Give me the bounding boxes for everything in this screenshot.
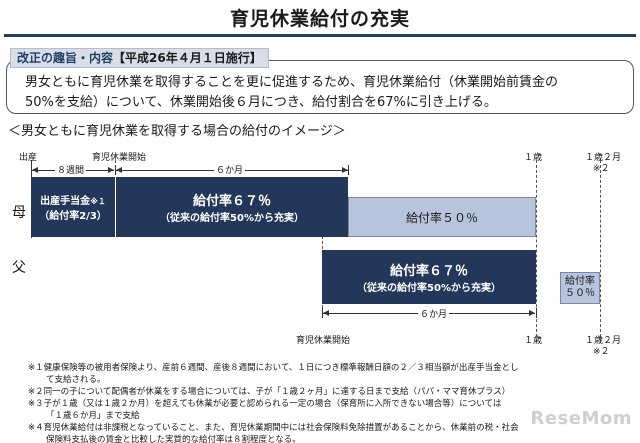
eight-weeks-left-arrow: [32, 167, 38, 173]
eight-weeks-right-arrow: [108, 167, 114, 173]
six-months-label: ６か月: [214, 163, 246, 176]
father-rate67-note: （従来の給付率50%から充実）: [357, 283, 501, 294]
note2-marker-bottom: ※２: [593, 347, 610, 357]
mother-rate50-bar: 給付率５０％: [348, 197, 536, 237]
footnote-4: ※４育児休業給付は非課税となっていること、また、育児休業期間中には社会保険料免除…: [28, 423, 519, 433]
father-six-months-label: ６か月: [418, 307, 450, 320]
father-rate50-label-b: ５０％: [565, 288, 595, 299]
footnote-1: ※１健康保険等の被用者保険より、産前６週間、産後８週間において、１日につき標準報…: [28, 363, 519, 373]
purpose-box: 男女ともに育児休業を取得することを更に促進するため、育児休業給付（休業開始前賃金…: [6, 60, 634, 114]
father-leave-start-label: 育児休業開始: [296, 336, 351, 346]
footnote-3-cont: 「１歳６か月」まで支給: [46, 411, 140, 421]
title-underline: [4, 34, 636, 37]
resemom-watermark: ReseMom: [530, 408, 632, 429]
purpose-label: 改正の趣旨・内容【平成26年４月１日施行】: [10, 48, 269, 68]
mother-rate67-label: 給付率６７％: [192, 194, 271, 209]
footnote-1-cont: て支給される。: [46, 375, 106, 385]
eight-weeks-left-tick: [31, 165, 32, 175]
one-year-two-months-label: １歳２月: [585, 153, 622, 163]
father-label: 父: [12, 260, 26, 276]
one-year-line: [536, 160, 537, 342]
one-year-label: １歳: [524, 153, 543, 163]
one-year-two-months-label-bottom: １歳２月: [585, 336, 622, 346]
six-months-right-tick: [348, 165, 349, 175]
mother-rate67-bar: 給付率６７％ （従来の給付率50%から充実）: [116, 177, 348, 237]
image-title: ＜男女ともに育児休業を取得する場合の給付のイメージ＞: [8, 124, 346, 139]
maternity-allowance-bar: 出産手当金※１ （給付率2/3）: [31, 177, 115, 237]
maternity-note: ※１: [90, 197, 106, 206]
eight-weeks-label: ８週間: [55, 163, 87, 176]
purpose-date: 【平成26年４月１日施行】: [113, 51, 262, 65]
one-year-two-months-line: [600, 160, 601, 342]
father-rate50-bar: 給付率 ５０％: [560, 272, 600, 304]
mother-rate50-label: 給付率５０％: [405, 210, 478, 225]
father-six-months-left-tick: [322, 308, 323, 318]
father-rate50-label-a: 給付率: [565, 276, 595, 287]
maternity-title: 出産手当金: [40, 196, 91, 207]
six-months-right-arrow: [342, 167, 348, 173]
father-six-months-left-arrow: [323, 310, 329, 316]
birth-label: 出産: [19, 153, 38, 163]
six-months-left-tick: [115, 165, 116, 175]
father-six-months-right-arrow: [529, 310, 535, 316]
page-title: 育児休業給付の充実: [229, 8, 410, 30]
purpose-line-1: 男女ともに育児休業を取得することを更に促進するため、育児休業給付（休業開始前賃金…: [25, 75, 559, 90]
father-rate67-label: 給付率６７％: [389, 264, 468, 279]
mother-label: 母: [12, 205, 26, 221]
maternity-rate: （給付率2/3）: [39, 211, 107, 222]
father-rate67-bar: 給付率６７％ （従来の給付率50%から充実）: [322, 250, 536, 304]
leave-start-label: 育児休業開始: [92, 153, 147, 163]
mother-rate67-note: （従来の給付率50%から充実）: [160, 213, 304, 224]
footnote-2: ※２同一の子について配偶者が休業をする場合については、子が「１歳２ヶ月」に達する…: [28, 387, 511, 397]
six-months-left-arrow: [116, 167, 122, 173]
footnote-3: ※３子が１歳（又は１歳２か月）を超えても休業が必要と認められる一定の場合（保育所…: [28, 399, 502, 409]
purpose-line-2: 50%を支給）について、休業開始後６月につき、給付割合を67%に引き上げる。: [25, 95, 497, 110]
father-six-months-right-tick: [536, 308, 537, 318]
one-year-label-bottom: １歳: [524, 336, 543, 346]
footnotes: ※１健康保険等の被用者保険より、産前６週間、産後８週間において、１日につき標準報…: [28, 362, 628, 443]
note2-marker-top: ※２: [593, 164, 610, 174]
footnote-4-cont: 保険料支払後の賃金と比較した実質的な給付率は８割程度となる。: [46, 435, 301, 443]
purpose-heading: 改正の趣旨・内容: [17, 51, 114, 65]
